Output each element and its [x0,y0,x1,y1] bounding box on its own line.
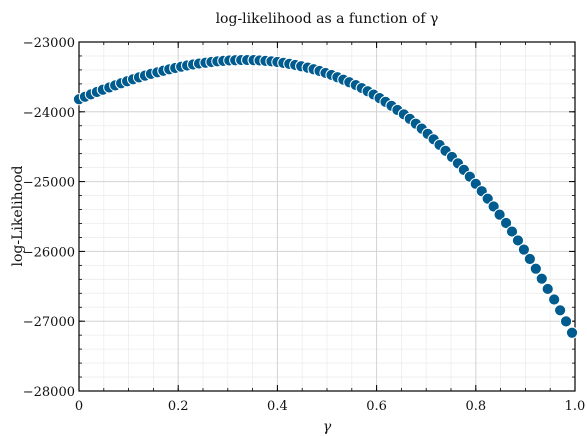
tick-labels: 0 0.2 0.4 0.6 0.8 1.0 −28000 −27000 −26000 −25000… [23,36,586,414]
x-tick-label: 0 [75,399,83,414]
data-point [529,262,542,275]
y-axis-label: log-Likelihood [10,165,26,266]
data-point [511,234,525,247]
data-point [554,304,567,317]
data-point [541,282,554,296]
chart-title: log-likelihood as a function of γ [216,11,439,27]
data-point [487,200,500,213]
data-point [559,315,573,328]
data-point [523,252,536,266]
axis-ticks [78,41,576,392]
data-point [493,208,506,221]
y-tick-label: −27000 [23,315,75,330]
y-tick-label: −28000 [23,385,75,400]
x-tick-label: 0.4 [267,399,288,414]
x-tick-label: 0.8 [465,399,486,414]
data-points [72,53,579,339]
y-tick-label: −23000 [23,36,75,51]
data-point [499,216,513,230]
x-tick-label: 1.0 [565,399,586,414]
y-tick-label: −25000 [23,176,75,191]
y-tick-label: −24000 [23,106,75,121]
data-point [517,243,531,256]
data-point [505,225,519,238]
data-point [565,326,579,339]
data-point [548,293,561,306]
x-tick-label: 0.2 [168,399,189,414]
x-axis-label: γ [323,419,332,435]
y-tick-label: −26000 [23,245,75,260]
data-point [535,272,548,285]
x-tick-label: 0.6 [366,399,387,414]
